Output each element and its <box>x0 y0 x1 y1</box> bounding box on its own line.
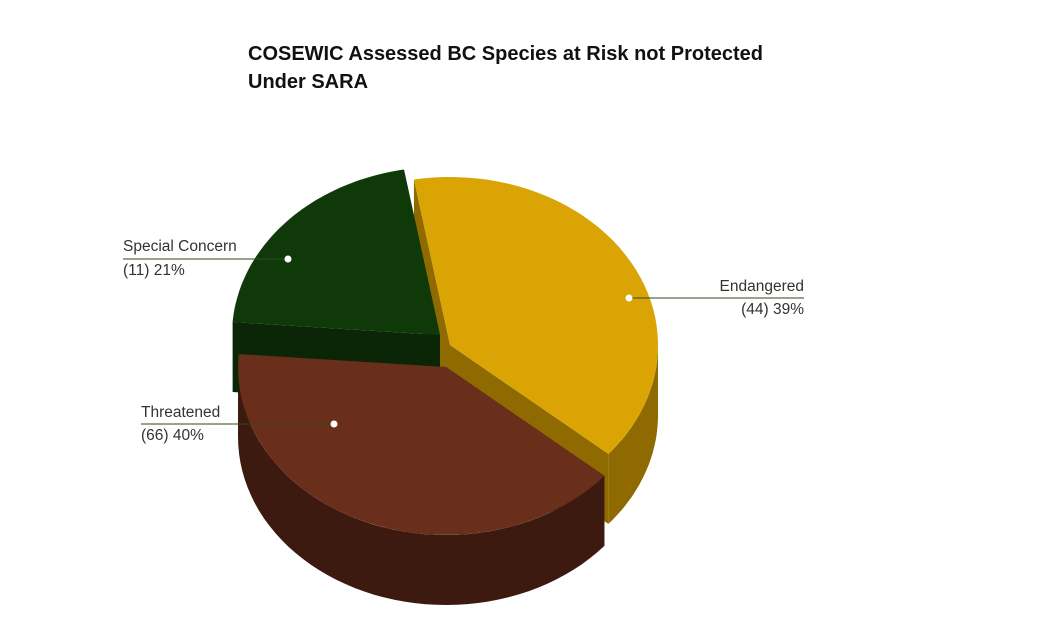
slice-count-endangered: (44) <box>741 301 769 318</box>
slice-label-special-concern: Special Concern <box>123 238 237 255</box>
chart-title-line-1: COSEWIC Assessed BC Species at Risk not … <box>248 43 763 65</box>
slice-label-endangered: Endangered <box>720 278 804 295</box>
pie-slices <box>232 169 658 535</box>
chart-title-line-2: Under SARA <box>248 71 368 93</box>
label-endangered: Endangered (44) 39% <box>625 278 804 318</box>
slice-percent-special-concern: 21% <box>154 262 185 279</box>
slice-count-special-concern: (11) <box>123 262 149 279</box>
slice-outer-wall-threatened-0 <box>238 367 605 605</box>
slice-value-threatened: (66) 40% <box>141 427 204 444</box>
slice-value-special-concern: (11) 21% <box>123 262 185 279</box>
chart-title: COSEWIC Assessed BC Species at Risk not … <box>248 43 769 93</box>
slice-special-concern <box>232 169 440 335</box>
marker-dot-special-concern <box>284 255 292 263</box>
slice-percent-endangered: 39% <box>773 301 804 318</box>
slice-percent-threatened: 40% <box>173 427 204 444</box>
slice-cut-face-endangered-0 <box>413 179 450 415</box>
slice-label-threatened: Threatened <box>141 404 220 421</box>
slice-threatened <box>238 354 605 535</box>
label-threatened: Threatened (66) 40% <box>141 404 338 444</box>
marker-dot-threatened <box>330 420 338 428</box>
slice-count-threatened: (66) <box>141 427 169 444</box>
label-special-concern: Special Concern (11) 21% <box>123 238 292 279</box>
slice-endangered <box>413 177 658 454</box>
slice-outer-wall-endangered-0 <box>608 345 658 524</box>
slice-value-endangered: (44) 39% <box>741 301 804 318</box>
marker-dot-endangered <box>625 294 633 302</box>
